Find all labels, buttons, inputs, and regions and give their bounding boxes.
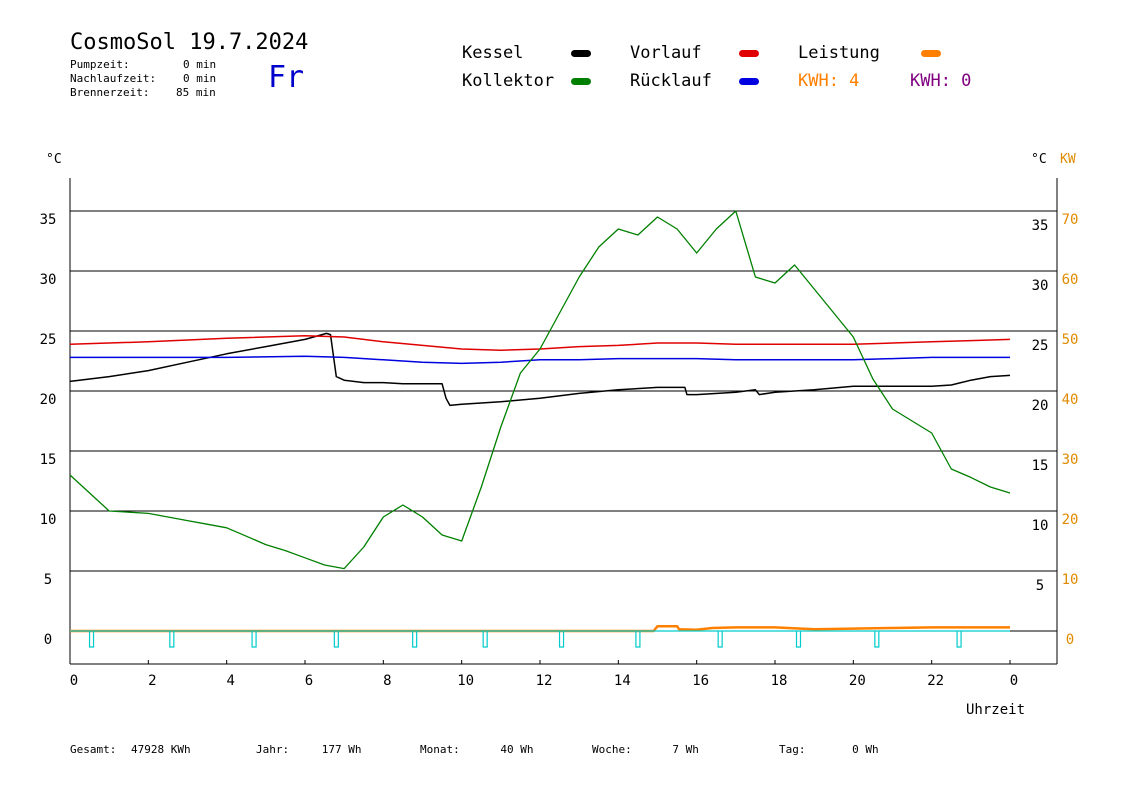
stat-label: Pumpzeit: — [70, 58, 130, 71]
weekday-label: Fr — [268, 60, 305, 95]
y-tick-label-left: 10 — [40, 512, 57, 528]
footer-value: 47928 KWh — [130, 743, 191, 756]
right-axis-unit-c: °C — [1031, 152, 1047, 167]
footer-gesamt: Gesamt: 47928 KWh — [70, 743, 191, 756]
y-tick-label-right: 35 — [1032, 218, 1049, 234]
x-tick-label: 8 — [383, 673, 391, 689]
right-axis-unit-kw: KW — [1060, 152, 1076, 167]
y-tick-label-right: 15 — [1032, 458, 1049, 474]
pump-pulse — [874, 631, 880, 648]
x-tick-label: 0 — [70, 673, 78, 689]
stat-brennerzeit: Brennerzeit: 85 min — [70, 86, 216, 99]
y-tick-label-left: 5 — [44, 572, 52, 588]
pump-pulse — [956, 631, 962, 648]
pump-pulse — [482, 631, 488, 648]
pump-pulse — [169, 631, 175, 648]
kw-tick-label: 20 — [1062, 512, 1079, 528]
pump-pulse — [717, 631, 723, 648]
legend-vorlauf-swatch — [739, 50, 759, 57]
x-axis-label: Uhrzeit — [966, 702, 1026, 718]
footer-value: 40 Wh — [500, 743, 534, 756]
x-tick-label: 10 — [457, 673, 474, 689]
stat-value: 85 min — [176, 86, 216, 99]
stat-value: 0 min — [183, 58, 217, 71]
kw-tick-label: 60 — [1062, 272, 1079, 288]
y-tick-label-left: 30 — [40, 272, 57, 288]
x-tick-label: 0 — [1010, 673, 1018, 689]
legend-kollektor-label: Kollektor — [462, 71, 555, 91]
legend-vorlauf-label: Vorlauf — [630, 43, 702, 63]
stat-label: Brennerzeit: — [70, 86, 150, 99]
kwh-secondary: KWH: 0 — [910, 71, 972, 91]
footer-value: 177 Wh — [321, 743, 362, 756]
legend-ruecklauf-label: Rücklauf — [630, 71, 712, 91]
kwh-leistung: KWH: 4 — [798, 71, 860, 91]
footer-monat: Monat: 40 Wh — [420, 743, 534, 756]
kw-tick-label: 10 — [1062, 572, 1079, 588]
pump-pulse — [251, 631, 257, 648]
kw-tick-label: 0 — [1066, 632, 1074, 648]
footer-label: Monat: — [420, 743, 460, 756]
kw-tick-label: 40 — [1062, 392, 1079, 408]
stat-pumpzeit: Pumpzeit: 0 min — [70, 58, 216, 71]
legend-kessel-swatch — [571, 50, 591, 57]
left-axis-unit: °C — [46, 152, 62, 167]
legend-kollektor-swatch — [571, 78, 591, 85]
footer-value: 0 Wh — [852, 743, 879, 756]
stat-value: 0 min — [183, 72, 217, 85]
footer-woche: Woche: 7 Wh — [592, 743, 699, 756]
x-tick-label: 14 — [614, 673, 631, 689]
stat-nachlaufzeit: Nachlaufzeit: 0 min — [70, 72, 216, 85]
pump-pulse — [795, 631, 802, 648]
kw-tick-label: 70 — [1062, 212, 1079, 228]
pump-pulse — [412, 631, 418, 648]
x-tick-label: 20 — [849, 673, 866, 689]
x-tick-label: 16 — [692, 673, 709, 689]
series-rcklauf-line — [70, 355, 1010, 365]
y-tick-label-left: 20 — [40, 392, 57, 408]
kw-tick-label: 50 — [1062, 332, 1079, 348]
pump-pulse — [635, 631, 641, 648]
series-vorlauf-line — [69, 335, 1011, 351]
footer-value: 7 Wh — [672, 743, 699, 756]
legend-kessel-label: Kessel — [462, 43, 524, 63]
x-tick-label: 22 — [927, 673, 944, 689]
footer-label: Jahr: — [256, 743, 290, 756]
y-tick-label-right: 30 — [1032, 278, 1049, 294]
pump-pulse — [558, 631, 565, 648]
footer-label: Woche: — [592, 743, 632, 756]
x-tick-label: 6 — [305, 673, 313, 689]
legend-leistung-swatch — [921, 50, 941, 57]
footer-label: Tag: — [779, 743, 806, 756]
footer-label: Gesamt: — [70, 743, 117, 756]
y-tick-label-right: 25 — [1032, 338, 1049, 354]
y-tick-label-left: 0 — [44, 632, 52, 648]
pump-pulse — [333, 631, 339, 648]
stat-label: Nachlaufzeit: — [70, 72, 157, 85]
y-tick-label-left: 25 — [40, 332, 57, 348]
y-tick-label-left: 35 — [40, 212, 57, 228]
legend-leistung-label: Leistung — [798, 43, 880, 63]
x-tick-label: 2 — [148, 673, 156, 689]
legend-ruecklauf-swatch — [739, 78, 759, 85]
series-kessel-line — [69, 332, 1011, 407]
y-tick-label-right: 5 — [1036, 578, 1044, 594]
y-tick-label-left: 15 — [40, 452, 57, 468]
x-tick-label: 4 — [226, 673, 234, 689]
y-tick-label-right: 10 — [1032, 518, 1049, 534]
footer-tag: Tag: 0 Wh — [779, 743, 879, 756]
kw-tick-label: 30 — [1062, 452, 1079, 468]
x-tick-label: 18 — [771, 673, 788, 689]
y-tick-label-right: 20 — [1032, 398, 1049, 414]
pump-pulse — [88, 631, 95, 648]
footer-jahr: Jahr: 177 Wh — [256, 743, 362, 756]
series-kollektor-line — [69, 210, 1011, 570]
x-tick-label: 12 — [536, 673, 553, 689]
chart-title: CosmoSol 19.7.2024 — [70, 30, 309, 55]
series-leistung-line — [70, 624, 1010, 633]
